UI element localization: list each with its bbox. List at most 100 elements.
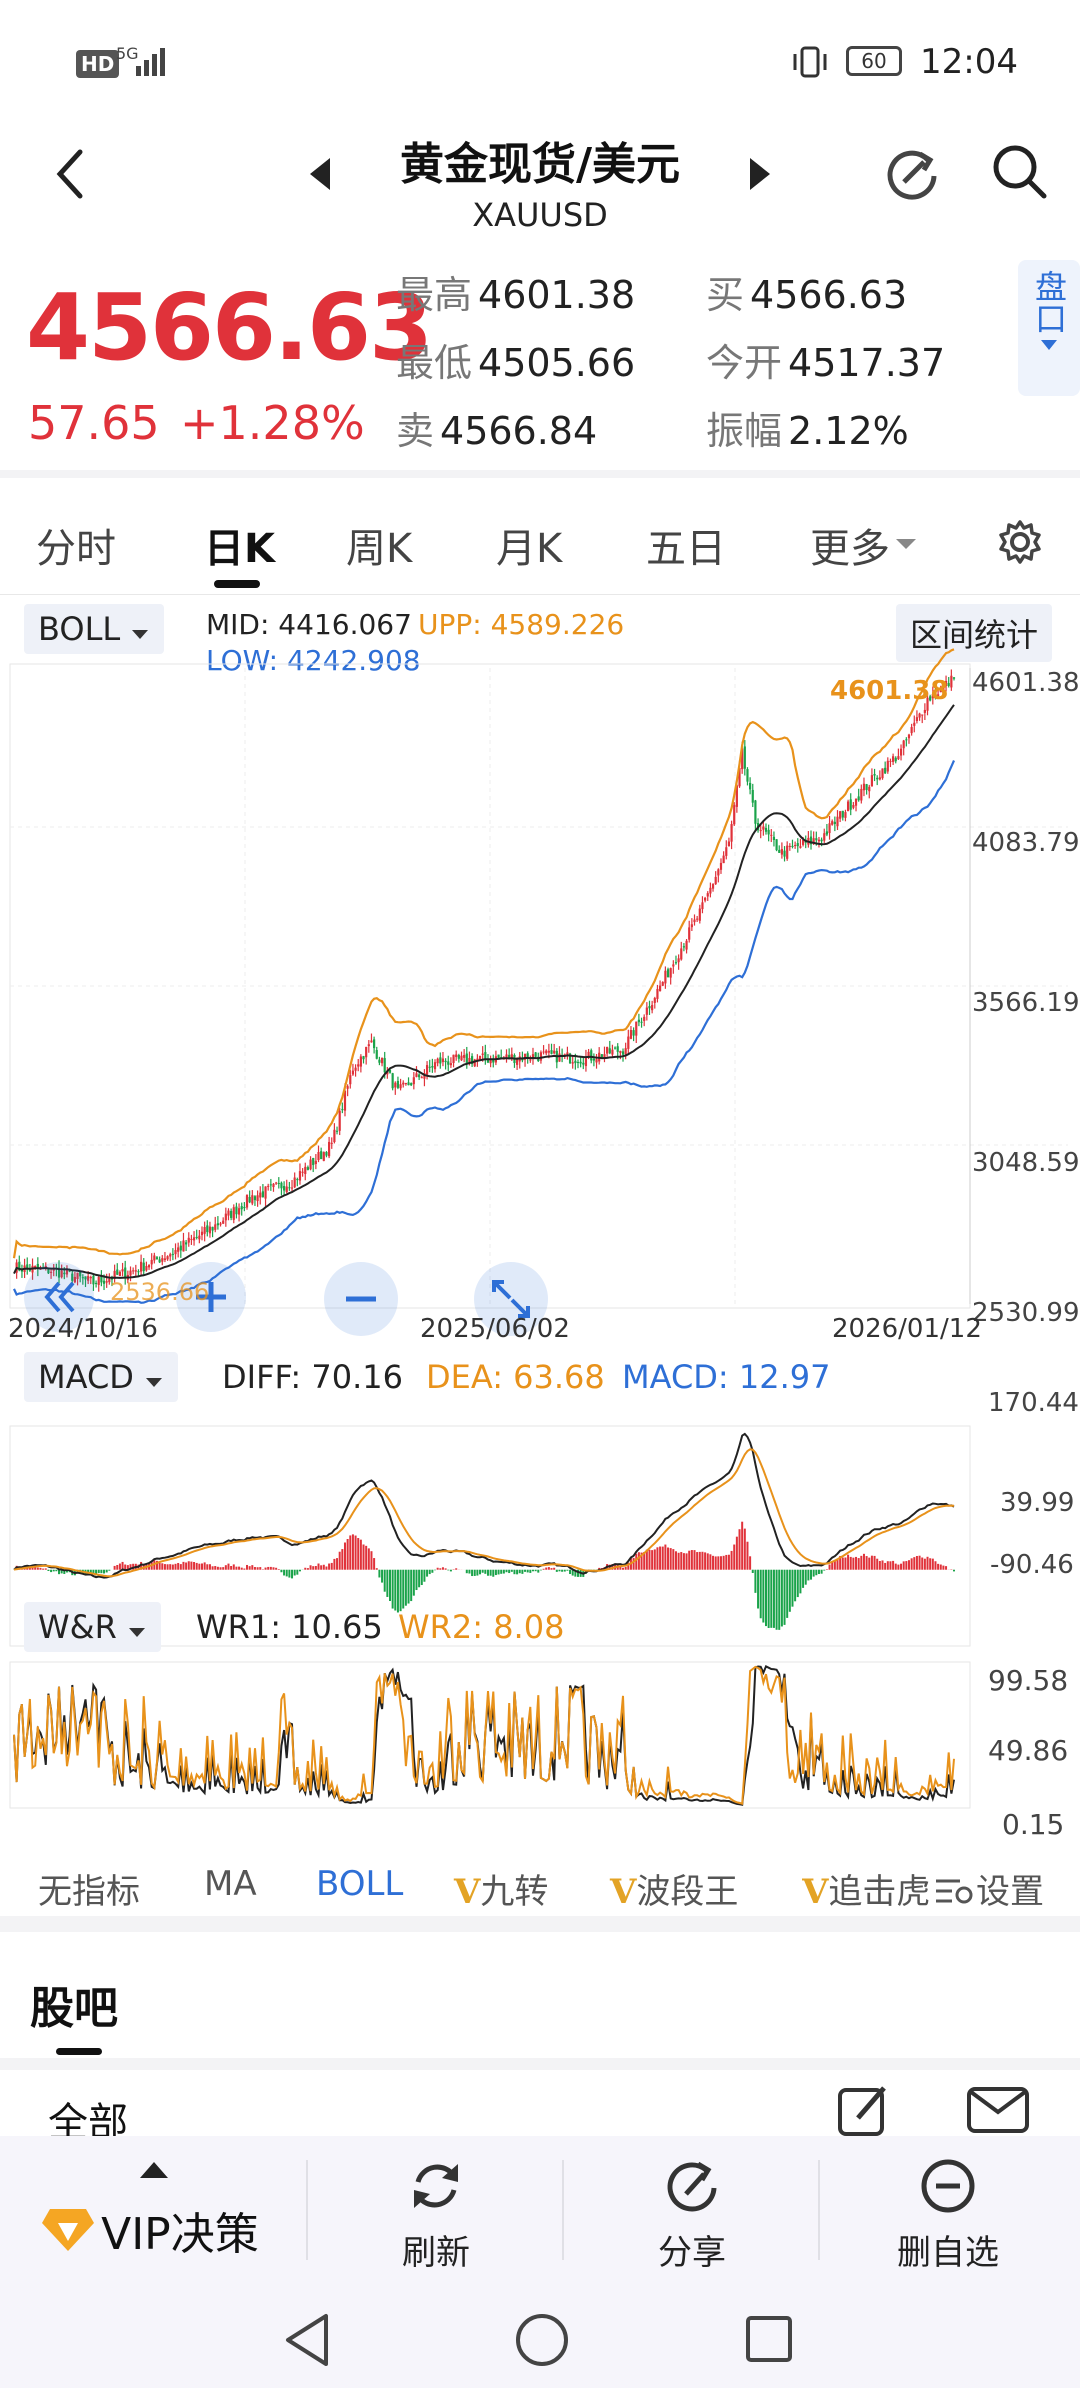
candle-body [129, 1270, 132, 1276]
candle-body [539, 1052, 543, 1061]
page-title: 黄金现货/美元 [399, 139, 681, 190]
nav-home-icon[interactable] [514, 2312, 570, 2372]
indicator-boll[interactable]: BOLL [316, 1864, 404, 1904]
macd-bar [65, 1569, 68, 1573]
candle-body [240, 1206, 243, 1210]
indicator-zhuijihu[interactable]: V追击虎 [802, 1864, 938, 1913]
indicator-ma[interactable]: MA [204, 1864, 257, 1904]
candle-body [214, 1224, 217, 1230]
macd-bar [201, 1563, 203, 1570]
macd-bar [812, 1569, 815, 1577]
candle-body [870, 775, 874, 787]
macd-bar [322, 1564, 325, 1570]
candle-body [629, 1029, 633, 1039]
candle-body [550, 1050, 553, 1054]
sell-label: 卖 [396, 409, 435, 453]
macd-bar [870, 1555, 873, 1570]
candle-body [378, 1059, 381, 1063]
macd-bar [407, 1569, 410, 1604]
macd-selector-label: MACD [38, 1358, 134, 1396]
zoom-in-button[interactable] [176, 1262, 246, 1332]
high-label: 最高 [396, 273, 473, 317]
candle-body [380, 1057, 384, 1064]
back-icon[interactable] [50, 144, 90, 208]
indicator-none[interactable]: 无指标 [38, 1872, 140, 1912]
prev-symbol-icon[interactable] [306, 154, 336, 198]
macd-bar [929, 1558, 932, 1570]
indicator-jiuzhuan[interactable]: V九转 [454, 1864, 548, 1913]
candle-body [791, 845, 794, 847]
candle-body [531, 1054, 535, 1058]
candle-body [293, 1177, 296, 1188]
scroll-left-button[interactable] [24, 1262, 94, 1332]
candle-body [330, 1142, 333, 1144]
candle-body [836, 816, 839, 827]
next-symbol-icon[interactable] [744, 154, 774, 198]
tab-daily-k[interactable]: 日K [204, 526, 275, 572]
zoom-out-button[interactable] [324, 1262, 398, 1336]
candle-body [354, 1067, 357, 1071]
candle-body [84, 1276, 87, 1280]
candle-body [272, 1183, 275, 1188]
candle-body [886, 760, 889, 772]
share-icon[interactable] [880, 140, 944, 208]
macd-bar [341, 1549, 344, 1570]
expand-up-icon[interactable] [138, 2160, 170, 2184]
candle-body [590, 1050, 593, 1061]
refresh-button[interactable]: 刷新 [336, 2156, 536, 2274]
candle-body [298, 1171, 302, 1181]
indicator-boduanwang[interactable]: V波段王 [610, 1864, 738, 1913]
macd-bar [365, 1545, 368, 1570]
candle-body [952, 677, 956, 679]
remove-watchlist-button[interactable]: 删自选 [848, 2156, 1048, 2274]
candle-body [624, 1048, 627, 1055]
candle-body [391, 1073, 394, 1089]
candle-body [179, 1245, 182, 1251]
candle-body [738, 768, 741, 787]
macd-bar [309, 1565, 312, 1570]
tab-monthly-k[interactable]: 月K [496, 526, 563, 572]
macd-bar [526, 1569, 529, 1573]
tab-five-day[interactable]: 五日 [646, 526, 726, 572]
compose-icon[interactable] [836, 2082, 892, 2142]
candle-body [688, 927, 691, 940]
tab-weekly-k[interactable]: 周K [346, 526, 413, 572]
candle-body [60, 1270, 63, 1278]
fullscreen-button[interactable] [474, 1262, 548, 1336]
mail-icon[interactable] [966, 2086, 1030, 2138]
macd-bar [685, 1553, 688, 1570]
macd-bar [884, 1562, 887, 1570]
boll-upper-line [12, 648, 955, 1259]
nav-back-icon[interactable] [282, 2312, 332, 2372]
candle-body [743, 746, 746, 769]
candle-body [833, 821, 836, 825]
macd-selector[interactable]: MACD [24, 1352, 179, 1402]
wr-selector[interactable]: W&R [24, 1602, 161, 1652]
macd-bar [359, 1539, 362, 1570]
macd-value: MACD: 12.97 [622, 1358, 831, 1396]
order-book-button[interactable]: 盘口 [1018, 260, 1080, 396]
macd-bar [105, 1569, 108, 1573]
forum-title-underline [56, 2048, 102, 2055]
candle-body [447, 1061, 450, 1065]
candle-body [693, 919, 696, 923]
settings-gear-icon[interactable] [996, 518, 1044, 570]
candle-body [600, 1054, 603, 1058]
vip-decision-button[interactable]: VIP决策 [40, 2198, 259, 2268]
plus-icon [196, 1282, 226, 1312]
share-button[interactable]: 分享 [592, 2156, 792, 2274]
macd-bar [34, 1566, 37, 1570]
range-stats-button[interactable]: 区间统计 [896, 604, 1053, 662]
nav-recents-icon[interactable] [744, 2314, 794, 2368]
tab-intraday[interactable]: 分时 [36, 526, 116, 572]
macd-bar [320, 1565, 323, 1570]
kline-svg[interactable] [0, 596, 1080, 1856]
high-marker-label: 4601.38 [830, 676, 949, 706]
candle-body [905, 739, 908, 741]
search-icon[interactable] [990, 142, 1050, 206]
tab-more[interactable]: 更多 [810, 526, 890, 572]
candle-body [465, 1053, 468, 1064]
boll-selector[interactable]: BOLL [24, 604, 165, 654]
candle-body [783, 850, 786, 857]
indicator-settings[interactable]: 设置 [930, 1864, 1044, 1913]
